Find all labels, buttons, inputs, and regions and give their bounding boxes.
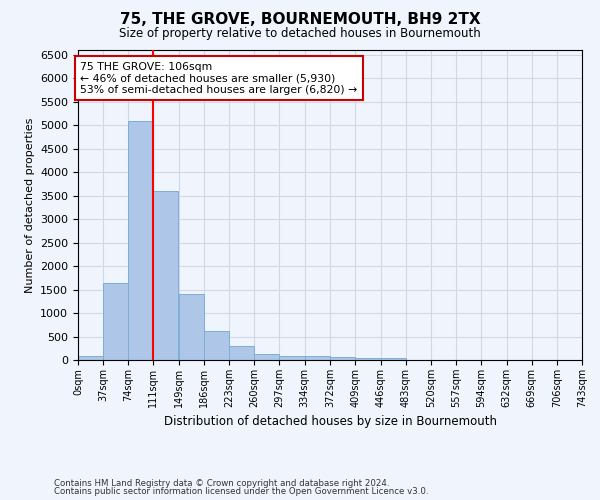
Bar [204,332,229,360]
Text: 75 THE GROVE: 106sqm
← 46% of detached houses are smaller (5,930)
53% of semi-de: 75 THE GROVE: 106sqm ← 46% of detached h… [80,62,357,95]
Text: Contains HM Land Registry data © Crown copyright and database right 2024.: Contains HM Land Registry data © Crown c… [54,478,389,488]
Bar [355,358,380,360]
Text: 75, THE GROVE, BOURNEMOUTH, BH9 2TX: 75, THE GROVE, BOURNEMOUTH, BH9 2TX [119,12,481,28]
Bar [380,358,406,360]
X-axis label: Distribution of detached houses by size in Bournemouth: Distribution of detached houses by size … [163,416,497,428]
Text: Size of property relative to detached houses in Bournemouth: Size of property relative to detached ho… [119,28,481,40]
Text: Contains public sector information licensed under the Open Government Licence v3: Contains public sector information licen… [54,487,428,496]
Bar [103,282,128,360]
Bar [280,356,305,360]
Bar [229,346,254,360]
Bar [331,357,355,360]
Bar [153,192,178,360]
Y-axis label: Number of detached properties: Number of detached properties [25,118,35,292]
Bar [78,356,103,360]
Bar [254,354,280,360]
Bar [128,122,153,360]
Bar [179,294,204,360]
Bar [305,356,329,360]
